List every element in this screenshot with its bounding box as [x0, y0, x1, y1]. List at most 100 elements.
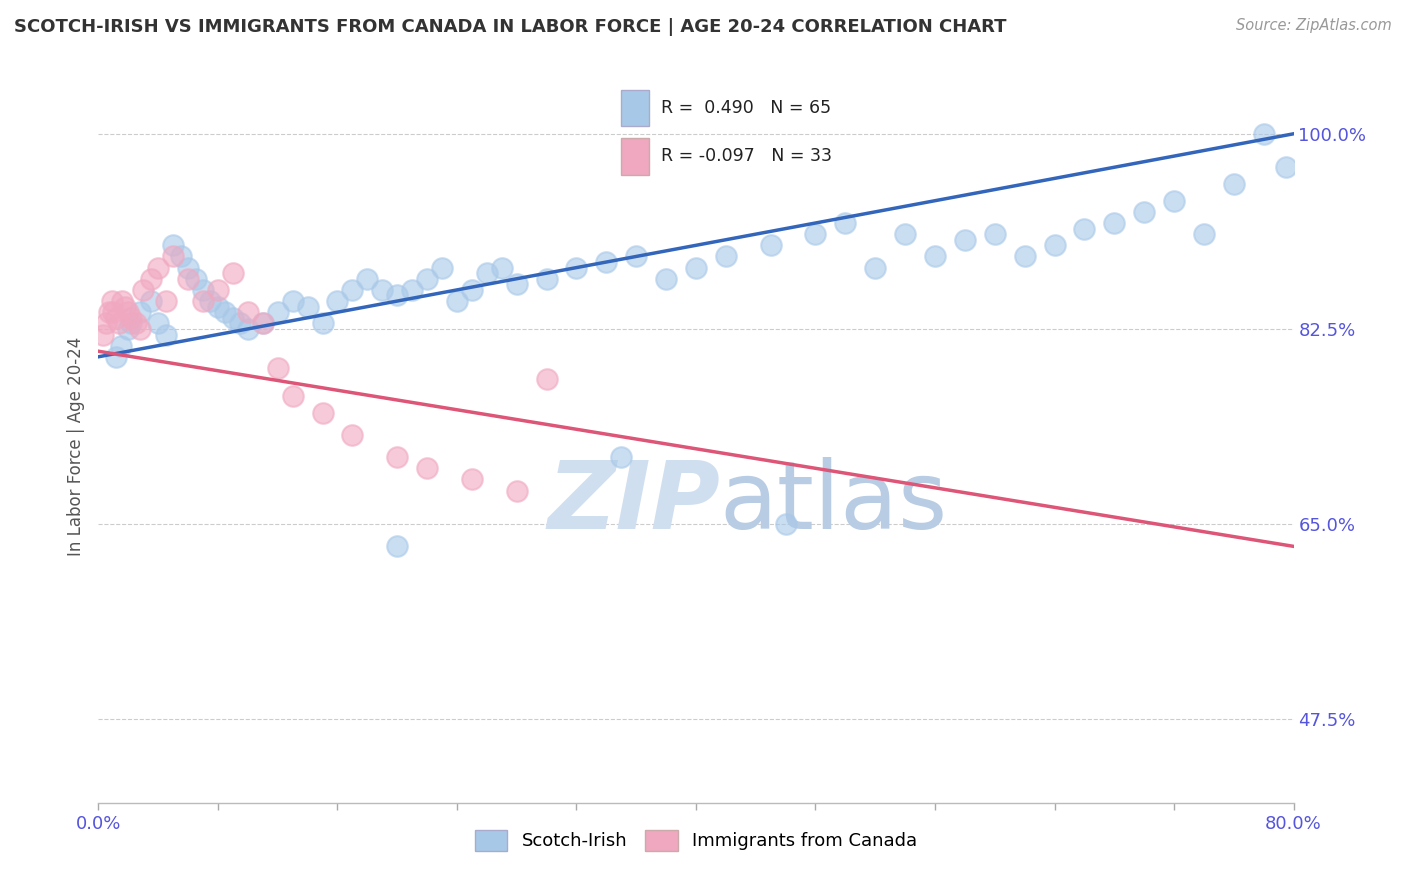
Point: [984, 227, 1007, 241]
Point: [1223, 177, 1246, 191]
Point: [162, 238, 184, 252]
Point: [267, 361, 290, 376]
Point: [894, 227, 917, 241]
Point: [297, 300, 319, 314]
Point: [326, 293, 349, 308]
Point: [953, 233, 976, 247]
Point: [759, 238, 782, 252]
Point: [236, 305, 259, 319]
Point: [610, 450, 633, 464]
Point: [148, 316, 170, 330]
Point: [342, 283, 364, 297]
Point: [1163, 194, 1185, 208]
Point: [103, 305, 125, 319]
Text: Source: ZipAtlas.com: Source: ZipAtlas.com: [1236, 18, 1392, 33]
Point: [108, 316, 131, 330]
Point: [446, 293, 468, 308]
Point: [105, 350, 128, 364]
Point: [536, 372, 558, 386]
Point: [114, 300, 136, 314]
Point: [1253, 127, 1275, 141]
Point: [155, 327, 177, 342]
Point: [506, 277, 529, 292]
Point: [129, 322, 152, 336]
Point: [222, 310, 245, 325]
Legend: Scotch-Irish, Immigrants from Canada: Scotch-Irish, Immigrants from Canada: [467, 822, 925, 858]
Point: [177, 260, 200, 275]
Point: [148, 260, 170, 275]
Point: [214, 305, 236, 319]
Point: [207, 300, 229, 314]
Point: [184, 271, 207, 285]
Point: [461, 473, 484, 487]
Point: [191, 293, 214, 308]
Point: [125, 316, 148, 330]
Point: [1073, 221, 1095, 235]
Point: [252, 316, 274, 330]
Point: [111, 293, 134, 308]
Point: [162, 250, 184, 264]
Point: [655, 271, 678, 285]
Point: [385, 288, 409, 302]
Text: atlas: atlas: [720, 457, 948, 549]
Point: [139, 293, 162, 308]
Point: [139, 271, 162, 285]
Point: [191, 283, 214, 297]
Point: [97, 305, 120, 319]
Point: [626, 250, 648, 264]
Point: [1133, 204, 1156, 219]
Point: [356, 271, 378, 285]
Point: [311, 405, 333, 420]
Point: [1275, 161, 1298, 175]
Point: [416, 271, 439, 285]
Point: [105, 310, 128, 325]
Point: [120, 310, 142, 325]
Point: [461, 283, 484, 297]
Point: [714, 250, 737, 264]
Point: [416, 461, 439, 475]
Point: [775, 517, 797, 532]
Point: [94, 316, 117, 330]
Point: [342, 427, 364, 442]
Point: [229, 316, 252, 330]
Point: [506, 483, 529, 498]
Point: [1014, 250, 1036, 264]
Point: [685, 260, 707, 275]
Point: [385, 450, 409, 464]
Point: [177, 271, 200, 285]
Y-axis label: In Labor Force | Age 20-24: In Labor Force | Age 20-24: [66, 336, 84, 556]
Point: [1043, 238, 1066, 252]
Point: [207, 283, 229, 297]
Point: [110, 338, 132, 352]
Bar: [621, 89, 648, 127]
Point: [385, 539, 409, 553]
Point: [155, 293, 177, 308]
Point: [281, 293, 304, 308]
Text: SCOTCH-IRISH VS IMMIGRANTS FROM CANADA IN LABOR FORCE | AGE 20-24 CORRELATION CH: SCOTCH-IRISH VS IMMIGRANTS FROM CANADA I…: [14, 18, 1007, 36]
Point: [1104, 216, 1126, 230]
Point: [222, 266, 245, 280]
Bar: [621, 137, 648, 175]
Point: [129, 305, 152, 319]
Point: [311, 316, 333, 330]
Text: R = -0.097   N = 33: R = -0.097 N = 33: [661, 147, 832, 165]
Point: [491, 260, 513, 275]
Point: [236, 322, 259, 336]
Point: [401, 283, 423, 297]
Point: [536, 271, 558, 285]
Point: [371, 283, 394, 297]
Point: [565, 260, 588, 275]
Point: [595, 255, 617, 269]
Point: [804, 227, 827, 241]
Point: [117, 322, 139, 336]
Point: [132, 283, 155, 297]
Point: [924, 250, 946, 264]
Point: [117, 305, 139, 319]
Point: [865, 260, 887, 275]
Point: [430, 260, 453, 275]
Point: [1192, 227, 1215, 241]
Point: [267, 305, 290, 319]
Point: [475, 266, 498, 280]
Text: R =  0.490   N = 65: R = 0.490 N = 65: [661, 99, 831, 117]
Point: [91, 327, 114, 342]
